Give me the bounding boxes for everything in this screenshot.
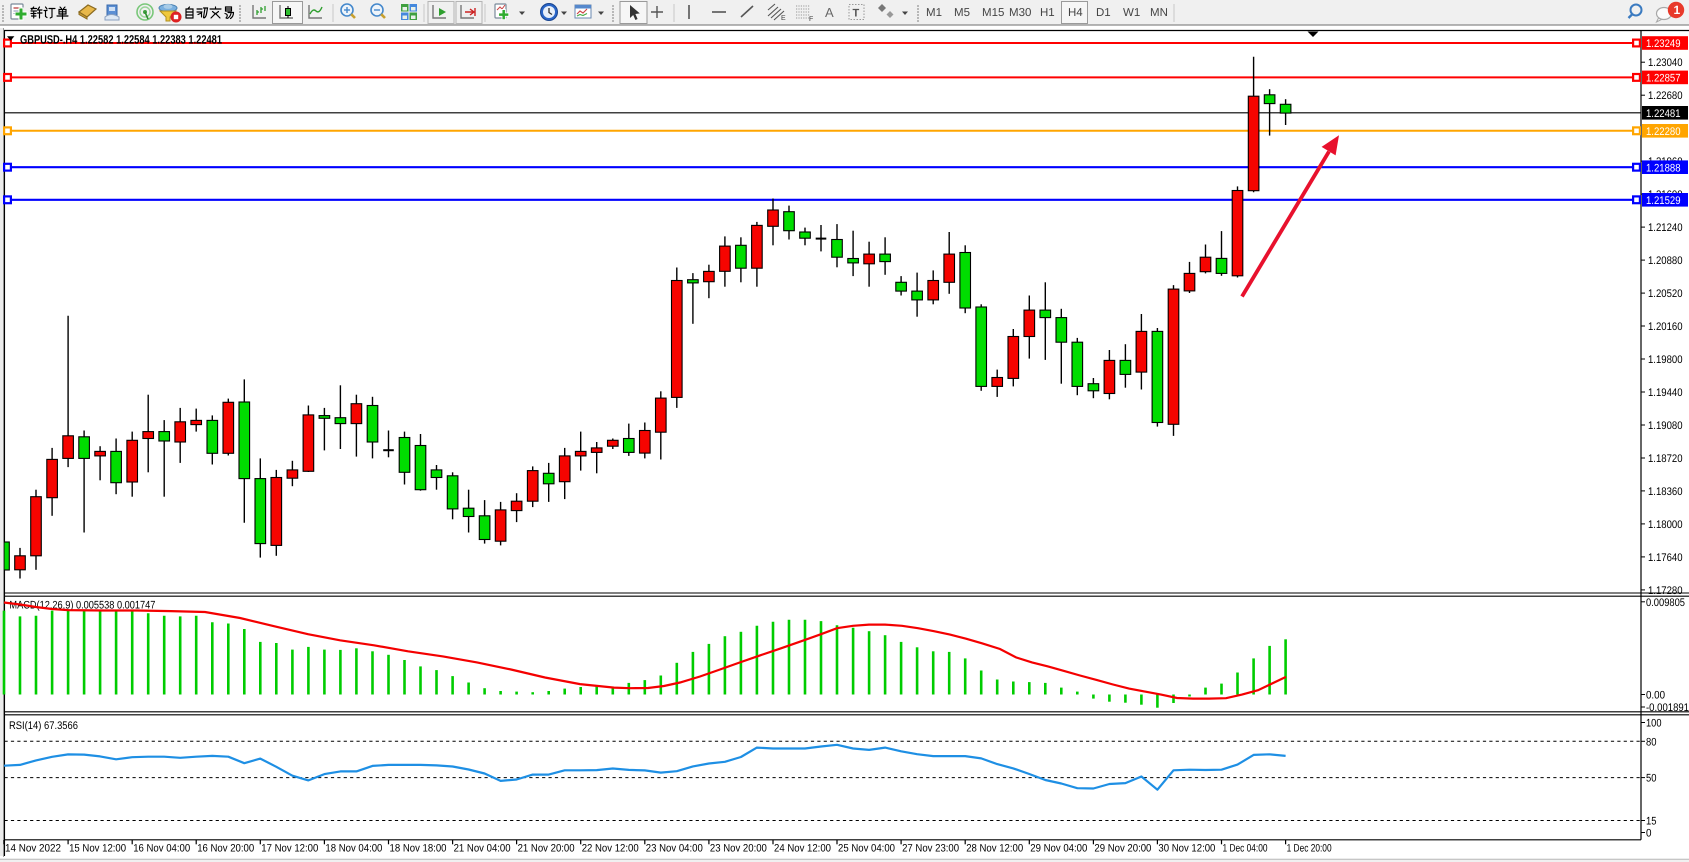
- svg-text:28 Nov 12:00: 28 Nov 12:00: [966, 843, 1023, 855]
- svg-text:1.21888: 1.21888: [1646, 162, 1681, 174]
- svg-text:14 Nov 2022: 14 Nov 2022: [5, 843, 61, 855]
- svg-text:1.22481: 1.22481: [1646, 108, 1681, 120]
- svg-text:M30: M30: [1009, 7, 1031, 19]
- svg-text:1 Dec 20:00: 1 Dec 20:00: [1287, 843, 1332, 855]
- svg-text:1.22857: 1.22857: [1646, 73, 1681, 85]
- svg-text:23 Nov 04:00: 23 Nov 04:00: [646, 843, 703, 855]
- svg-text:A: A: [825, 5, 834, 20]
- svg-text:16 Nov 04:00: 16 Nov 04:00: [133, 843, 190, 855]
- svg-text:17 Nov 12:00: 17 Nov 12:00: [261, 843, 318, 855]
- svg-text:MN: MN: [1150, 7, 1168, 19]
- svg-text:M5: M5: [954, 7, 970, 19]
- svg-text:1.20160: 1.20160: [1648, 321, 1683, 333]
- svg-text:1.17280: 1.17280: [1648, 585, 1683, 597]
- svg-text:1 Dec 04:00: 1 Dec 04:00: [1223, 843, 1268, 855]
- svg-text:0.00: 0.00: [1646, 690, 1665, 702]
- svg-text:E: E: [781, 15, 786, 22]
- svg-text:18 Nov 18:00: 18 Nov 18:00: [390, 843, 447, 855]
- svg-text:25 Nov 04:00: 25 Nov 04:00: [838, 843, 895, 855]
- svg-text:GBPUSD-.H4 1.22582 1.22584 1.: GBPUSD-.H4 1.22582 1.22584 1.22383 1.224…: [20, 33, 222, 47]
- svg-text:80: 80: [1646, 736, 1657, 748]
- svg-text:1.22280: 1.22280: [1646, 126, 1681, 138]
- svg-text:1: 1: [1674, 3, 1681, 17]
- svg-text:29 Nov 04:00: 29 Nov 04:00: [1030, 843, 1087, 855]
- svg-text:24 Nov 12:00: 24 Nov 12:00: [774, 843, 831, 855]
- svg-text:1.19800: 1.19800: [1648, 354, 1683, 366]
- svg-text:RSI(14) 67.3566: RSI(14) 67.3566: [9, 720, 78, 732]
- svg-text:18 Nov 04:00: 18 Nov 04:00: [325, 843, 382, 855]
- svg-text:27 Nov 23:00: 27 Nov 23:00: [902, 843, 959, 855]
- svg-text:1.21240: 1.21240: [1648, 222, 1683, 234]
- svg-text:21 Nov 04:00: 21 Nov 04:00: [454, 843, 511, 855]
- svg-text:0: 0: [1646, 828, 1652, 840]
- svg-text:T: T: [853, 8, 860, 20]
- svg-text:M15: M15: [982, 7, 1004, 19]
- svg-text:1.18720: 1.18720: [1648, 453, 1683, 465]
- svg-text:D1: D1: [1096, 7, 1111, 19]
- svg-text:1.20880: 1.20880: [1648, 255, 1683, 267]
- svg-text:1.19080: 1.19080: [1648, 420, 1683, 432]
- svg-text:0.009805: 0.009805: [1646, 597, 1685, 609]
- svg-text:H4: H4: [1068, 7, 1083, 19]
- svg-text:1.23040: 1.23040: [1648, 57, 1683, 69]
- svg-text:100: 100: [1646, 718, 1662, 730]
- svg-text:1.20520: 1.20520: [1648, 288, 1683, 300]
- svg-text:16 Nov 20:00: 16 Nov 20:00: [197, 843, 254, 855]
- svg-text:29 Nov 20:00: 29 Nov 20:00: [1094, 843, 1151, 855]
- svg-text:F: F: [809, 16, 813, 23]
- svg-text:1.19440: 1.19440: [1648, 387, 1683, 399]
- svg-text:1.18000: 1.18000: [1648, 519, 1683, 531]
- svg-text:1.17640: 1.17640: [1648, 552, 1683, 564]
- svg-text:21 Nov 20:00: 21 Nov 20:00: [518, 843, 575, 855]
- svg-text:-0.001891: -0.001891: [1646, 702, 1689, 714]
- svg-text:H1: H1: [1040, 7, 1055, 19]
- svg-text:15 Nov 12:00: 15 Nov 12:00: [69, 843, 126, 855]
- svg-text:50: 50: [1646, 773, 1657, 785]
- svg-text:M1: M1: [926, 7, 942, 19]
- svg-text:22 Nov 12:00: 22 Nov 12:00: [582, 843, 639, 855]
- svg-text:1.22680: 1.22680: [1648, 90, 1683, 102]
- svg-text:15: 15: [1646, 816, 1657, 828]
- svg-text:30 Nov 12:00: 30 Nov 12:00: [1158, 843, 1215, 855]
- svg-text:W1: W1: [1123, 7, 1140, 19]
- svg-text:1.18360: 1.18360: [1648, 486, 1683, 498]
- svg-text:1.23249: 1.23249: [1646, 38, 1681, 50]
- svg-text:1.21529: 1.21529: [1646, 195, 1681, 207]
- svg-text:23 Nov 20:00: 23 Nov 20:00: [710, 843, 767, 855]
